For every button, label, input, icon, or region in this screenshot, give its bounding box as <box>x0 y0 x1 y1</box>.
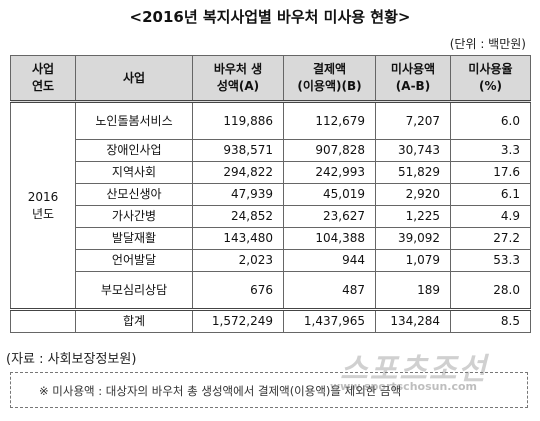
value-cell: 24,852 <box>192 205 284 228</box>
value-cell: 6.0 <box>450 101 531 140</box>
value-cell: 487 <box>283 271 376 310</box>
note: ※ 미사용액 : 대상자의 바우처 총 생성액에서 결제액(이용액)을 제외한 … <box>10 372 528 408</box>
year-cell <box>10 308 76 333</box>
data-row: 장애인사업 938,571 907,828 30,743 3.3 <box>11 139 531 162</box>
total-label: 합계 <box>75 308 193 333</box>
value-cell: 17.6 <box>450 161 531 184</box>
value-cell: 28.0 <box>450 271 531 310</box>
value-cell: 119,886 <box>192 101 284 140</box>
value-cell: 294,822 <box>192 161 284 184</box>
value-cell: 51,829 <box>375 161 451 184</box>
category-cell: 발달재활 <box>75 227 193 250</box>
value-cell: 27.2 <box>450 227 531 250</box>
data-row: 부모심리상담 676 487 189 28.0 <box>11 271 531 310</box>
category-cell: 장애인사업 <box>75 139 193 162</box>
column-header: 미사용액 (A-B) <box>375 55 451 103</box>
data-row: 산모신생아 47,939 45,019 2,920 6.1 <box>11 183 531 206</box>
table-body: 2016년도 노인돌봄서비스 119,886 112,679 7,207 6.0 장애인사업… <box>10 101 531 333</box>
category-cell: 가사간병 <box>75 205 193 228</box>
value-cell: 39,092 <box>375 227 451 250</box>
header-row: 사업 연도 사업 바우처 생 성액(A) 결제액 (이용액)(B) 미사용액 (A-B) 미사용율… <box>10 55 531 103</box>
header-line: 사업 <box>31 62 55 76</box>
value-cell: 676 <box>192 271 284 310</box>
header-line: 미사용율 <box>468 62 513 76</box>
header-line: (이용액)(B) <box>297 79 362 93</box>
category-cell: 부모심리상담 <box>75 271 193 310</box>
column-header: 미사용율 (%) <box>450 55 531 103</box>
value-cell: 944 <box>283 249 376 272</box>
data-row: 지역사회 294,822 242,993 51,829 17.6 <box>11 161 531 184</box>
data-row: 언어발달 2,023 944 1,079 53.3 <box>11 249 531 272</box>
value-cell: 4.9 <box>450 205 531 228</box>
total-row: 합계 1,572,249 1,437,965 134,284 8.5 <box>10 308 531 333</box>
header-line: 결제액 <box>312 62 347 76</box>
value-cell: 907,828 <box>283 139 376 162</box>
value-cell: 2,920 <box>375 183 451 206</box>
value-cell: 2,023 <box>192 249 284 272</box>
value-cell: 143,480 <box>192 227 284 250</box>
header-line: 미사용액 <box>390 62 436 76</box>
year-cell: 2016년도 <box>10 101 76 310</box>
value-cell: 53.3 <box>450 249 531 272</box>
value-cell: 104,388 <box>283 227 376 250</box>
header-line: 사업 <box>122 70 146 85</box>
category-cell: 지역사회 <box>75 161 193 184</box>
voucher-table: 사업 연도 사업 바우처 생 성액(A) 결제액 (이용액)(B) 미사용액 (A-B) 미사용율… <box>10 55 531 333</box>
value-cell: 112,679 <box>283 101 376 140</box>
value-cell: 6.1 <box>450 183 531 206</box>
total-value: 134,284 <box>375 308 451 333</box>
value-cell: 47,939 <box>192 183 284 206</box>
value-cell: 7,207 <box>375 101 451 140</box>
column-header: 사업 <box>75 55 193 103</box>
header-line: 성액(A) <box>216 79 260 93</box>
total-value: 1,437,965 <box>283 308 376 333</box>
value-cell: 45,019 <box>283 183 376 206</box>
data-row: 발달재활 143,480 104,388 39,092 27.2 <box>11 227 531 250</box>
header-line: 연도 <box>31 79 55 93</box>
header-line: (A-B) <box>395 79 431 93</box>
value-cell: 23,627 <box>283 205 376 228</box>
column-header: 결제액 (이용액)(B) <box>283 55 376 103</box>
source: (자료 : 사회보장정보원) <box>6 352 137 367</box>
total-value: 8.5 <box>450 308 531 333</box>
header-line: 바우처 생 <box>213 62 263 76</box>
category-cell: 산모신생아 <box>75 183 193 206</box>
value-cell: 3.3 <box>450 139 531 162</box>
value-cell: 189 <box>375 271 451 310</box>
value-cell: 242,993 <box>283 161 376 184</box>
data-row: 2016년도 노인돌봄서비스 119,886 112,679 7,207 6.0 <box>10 101 531 310</box>
watermark-logo: 스포츠조선 <box>340 352 488 387</box>
value-cell: 938,571 <box>192 139 284 162</box>
data-row: 가사간병 24,852 23,627 1,225 4.9 <box>11 205 531 228</box>
watermark-url: www.sportschosun.com <box>330 380 478 393</box>
unit: (단위 : 백만원) <box>449 37 526 51</box>
value-cell: 1,225 <box>375 205 451 228</box>
value-cell: 1,079 <box>375 249 451 272</box>
value-cell: 30,743 <box>375 139 451 162</box>
total-value: 1,572,249 <box>192 308 284 333</box>
header-line: (%) <box>479 79 502 93</box>
category-cell: 노인돌봄서비스 <box>75 101 193 140</box>
category-cell: 언어발달 <box>75 249 193 272</box>
title: <2016년 복지사업별 바우처 미사용 현황> <box>129 8 411 26</box>
